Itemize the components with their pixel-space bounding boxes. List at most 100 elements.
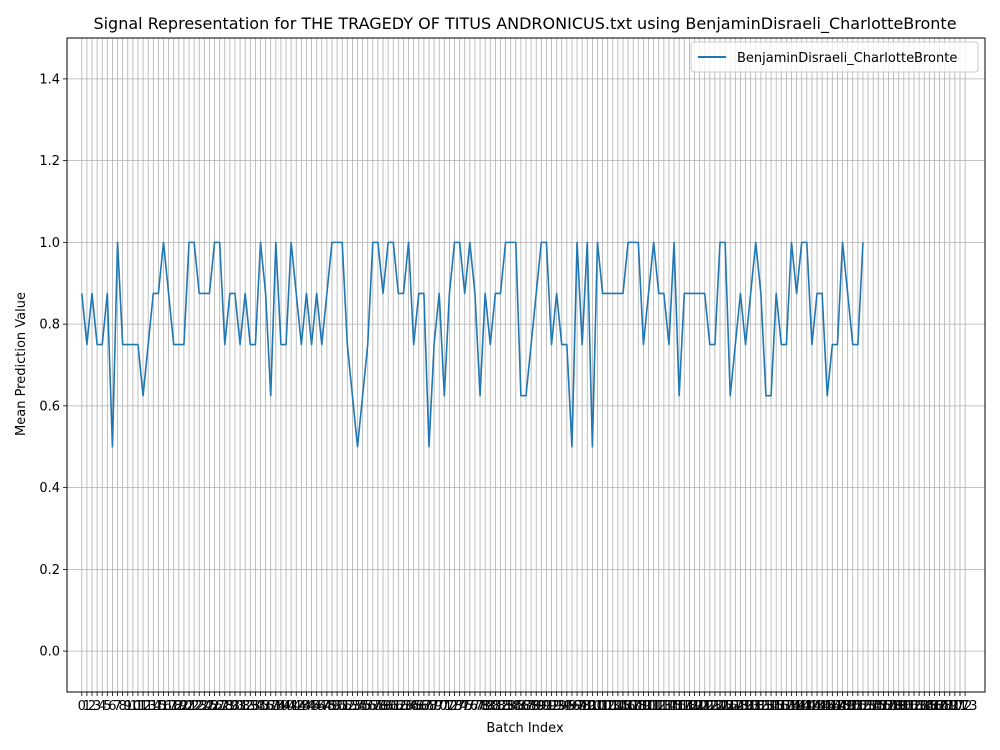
x-tick-label: 10 [125,699,142,714]
x-tick-label: 157 [871,699,896,714]
x-tick-label: 145 [810,699,835,714]
x-tick-label: 19 [171,699,188,714]
x-tick-label: 27 [211,699,228,714]
x-tick-label: 51 [334,699,351,714]
y-gridlines [67,78,985,652]
x-tick-label: 9 [124,699,132,714]
chart-title: Signal Representation for THE TRAGEDY OF… [93,14,956,34]
x-tick-label: 109 [626,699,651,714]
x-tick-label: 72 [441,699,458,714]
x-tick-label: 35 [252,699,269,714]
x-tick-label: 126 [713,699,738,714]
x-tick-label: 16 [155,699,172,714]
x-tick-label: 46 [308,699,325,714]
x-tick-label: 129 [728,699,753,714]
x-tick-label: 94 [553,699,570,714]
x-tick-label: 64 [400,699,417,714]
x-tick-label: 47 [313,699,330,714]
x-tick-label: 128 [723,699,748,714]
x-tick-label: 114 [651,699,676,714]
x-tick-label: 152 [845,699,870,714]
x-tick-label: 155 [861,699,886,714]
x-tick-label: 53 [344,699,361,714]
x-tick-label: 117 [667,699,692,714]
x-tick-label: 123 [697,699,722,714]
x-tick-label: 58 [370,699,387,714]
x-tick-label: 161 [891,699,916,714]
x-tick-label: 78 [472,699,489,714]
x-tick-label: 150 [835,699,860,714]
x-tick-label: 140 [784,699,809,714]
x-tick-label: 108 [621,699,646,714]
x-tick-label: 54 [349,699,366,714]
x-tick-label: 77 [467,699,484,714]
x-tick-label: 158 [876,699,901,714]
x-tick-label: 171 [942,699,967,714]
x-tick-label: 29 [222,699,239,714]
x-gridlines [81,38,966,692]
y-axis-ticks: 0.0 0.2 0.4 0.6 0.8 1.0 1.2 1.4 [39,72,67,660]
x-tick-label: 132 [743,699,768,714]
x-tick-label: 13 [140,699,157,714]
x-tick-label: 14 [145,699,162,714]
x-tick-label: 119 [677,699,702,714]
x-tick-label: 17 [160,699,177,714]
x-tick-label: 167 [922,699,947,714]
x-tick-label: 41 [283,699,300,714]
x-tick-label: 107 [616,699,641,714]
y-tick-label: 0.4 [39,481,60,496]
x-tick-label: 172 [948,699,973,714]
x-tick-label: 76 [462,699,479,714]
x-tick-label: 147 [820,699,845,714]
series-line [81,241,864,448]
x-tick-label: 141 [789,699,814,714]
x-tick-label: 4 [98,699,106,714]
y-tick-label: 0.2 [39,563,60,578]
x-tick-label: 15 [150,699,167,714]
x-tick-label: 71 [436,699,453,714]
x-tick-label: 127 [718,699,743,714]
x-tick-label: 83 [497,699,514,714]
x-tick-label: 101 [585,699,610,714]
x-tick-label: 130 [733,699,758,714]
y-tick-label: 1.2 [39,154,60,169]
x-tick-label: 0 [78,699,86,714]
x-tick-label: 38 [268,699,285,714]
x-tick-label: 75 [456,699,473,714]
legend: BenjaminDisraeli_CharlotteBronte [690,41,979,73]
x-tick-label: 37 [262,699,279,714]
x-tick-label: 66 [411,699,428,714]
x-tick-label: 138 [774,699,799,714]
x-tick-label: 5 [103,699,111,714]
x-tick-label: 3 [93,699,101,714]
x-tick-label: 65 [405,699,422,714]
x-tick-label: 85 [508,699,525,714]
x-tick-label: 36 [257,699,274,714]
x-tick-label: 164 [907,699,932,714]
x-tick-label: 62 [390,699,407,714]
x-tick-label: 142 [794,699,819,714]
x-tick-label: 96 [564,699,581,714]
x-tick-label: 50 [329,699,346,714]
x-tick-label: 121 [687,699,712,714]
x-tick-label: 118 [672,699,697,714]
y-tick-label: 0.8 [39,318,60,333]
y-tick-label: 1.0 [39,236,60,251]
x-tick-label: 48 [319,699,336,714]
x-tick-label: 12 [135,699,152,714]
x-tick-label: 104 [600,699,625,714]
x-tick-label: 60 [380,699,397,714]
x-tick-label: 170 [937,699,962,714]
x-tick-label: 18 [165,699,182,714]
x-tick-label: 166 [917,699,942,714]
x-tick-label: 144 [805,699,830,714]
x-tick-label: 87 [518,699,535,714]
x-tick-label: 90 [533,699,550,714]
x-tick-label: 115 [657,699,682,714]
x-tick-label: 116 [662,699,687,714]
x-tick-label: 153 [851,699,876,714]
x-tick-label: 28 [216,699,233,714]
x-tick-label: 44 [298,699,315,714]
x-tick-label: 20 [176,699,193,714]
x-tick-label: 99 [579,699,596,714]
